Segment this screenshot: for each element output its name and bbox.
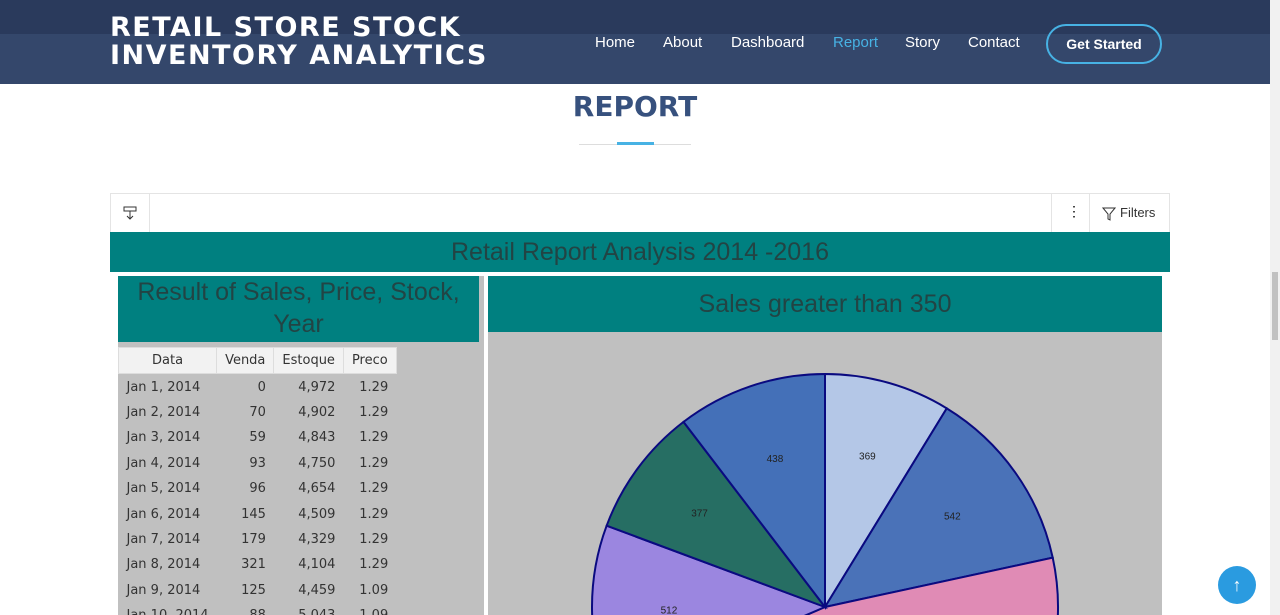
column-header: Preco <box>342 346 397 375</box>
table-cell: 0 <box>257 379 266 395</box>
table-cell: 4,972 <box>298 379 336 395</box>
column-header: Data <box>117 346 218 375</box>
report-title: Retail Report Analysis 2014 -2016 <box>110 232 1170 272</box>
table-cell: 70 <box>249 404 266 420</box>
table-wrap: Data Venda Estoque Preco Jan 1, 2014 0 4,972 1.… <box>117 346 397 615</box>
pie-slice <box>605 420 828 610</box>
table-cell: 1.29 <box>359 404 389 420</box>
table-row: Jan 7, 2014 179 4,329 1.29 <box>119 527 397 552</box>
nav-link[interactable]: Home <box>595 34 636 51</box>
divider-accent <box>617 142 654 145</box>
table-cell: Jan 1, 2014 <box>126 379 201 395</box>
table-cell: 1.09 <box>359 582 389 598</box>
pie-slice <box>803 556 1059 615</box>
pie-chart: 3695421979512377438 <box>591 372 1059 615</box>
table-cell: 145 <box>241 506 266 522</box>
table-cell: 4,902 <box>298 404 336 420</box>
nav-link[interactable]: Contact <box>968 34 1020 51</box>
table-cell: 59 <box>249 430 266 446</box>
table-cell: Jan 2, 2014 <box>126 404 201 420</box>
separator <box>1051 194 1052 232</box>
slice-label: 512 <box>661 606 678 615</box>
toolbar: ⋮ Filters <box>110 193 1170 233</box>
table-cell: Jan 8, 2014 <box>126 557 201 573</box>
slice-label: 377 <box>691 509 708 520</box>
table-cell: 1.09 <box>343 603 396 615</box>
separator <box>149 194 150 232</box>
section-title: REPORT <box>572 90 698 123</box>
report-body: Result of Sales, Price, Stock, Year Data… <box>110 272 1170 615</box>
nav-link[interactable]: Report <box>833 34 879 51</box>
table-cell: 1.29 <box>359 455 389 471</box>
slice-label: 369 <box>859 451 876 462</box>
table-cell: Jan 10, 2014 <box>119 603 217 615</box>
nav-link[interactable]: Dashboard <box>731 34 805 51</box>
table-cell: 179 <box>241 531 266 547</box>
table-cell: 88 <box>217 603 274 615</box>
column-header: Venda <box>216 346 275 375</box>
table-cell: 1.29 <box>359 506 389 522</box>
table-cell: 321 <box>241 557 266 573</box>
table-title: Result of Sales, Price, Stock, Year <box>118 276 479 342</box>
table-row: Jan 1, 2014 0 4,972 1.29 <box>119 374 397 400</box>
brand[interactable]: RETAIL STORE STOCK <box>110 12 462 43</box>
filters-button[interactable]: Filters <box>1120 205 1156 220</box>
table-row: Jan 6, 2014 145 4,509 1.29 <box>119 501 397 526</box>
table-cell: 4,843 <box>298 430 336 446</box>
table-cell: 4,329 <box>298 531 336 547</box>
table-cell: 5,043 <box>274 603 344 615</box>
toolbar-icon[interactable] <box>123 205 139 221</box>
scroll-top-button[interactable]: ↑ <box>1218 566 1256 604</box>
table-cell: 1.29 <box>359 557 389 573</box>
table-cell: 1.29 <box>359 481 389 497</box>
table-row: Jan 8, 2014 321 4,104 1.29 <box>119 552 397 577</box>
table-cell: Jan 3, 2014 <box>126 430 201 446</box>
table-cell: Jan 4, 2014 <box>126 455 201 471</box>
table-cell: 4,104 <box>298 557 336 573</box>
table-row: Jan 9, 2014 125 4,459 1.09 <box>119 578 397 603</box>
chart-title: Sales greater than 350 <box>488 276 1162 332</box>
pie-slice <box>824 372 949 611</box>
table-cell: 1.29 <box>359 531 389 547</box>
table-row: Jan 10, 2014885,0431.09 <box>119 603 397 615</box>
table-cell: Jan 5, 2014 <box>126 481 201 497</box>
table-cell: 4,654 <box>298 481 336 497</box>
slice-label: 438 <box>767 454 784 465</box>
scrollbar-thumb <box>1272 272 1278 340</box>
pie-slice <box>682 372 826 610</box>
table-cell: 125 <box>241 582 266 598</box>
table-row: Jan 5, 2014 96 4,654 1.29 <box>119 476 397 501</box>
brand[interactable]: INVENTORY ANALYTICS <box>110 40 488 71</box>
table-row: Jan 2, 2014 70 4,902 1.29 <box>119 400 397 425</box>
table-cell: 4,750 <box>298 455 336 471</box>
table-cell: 1.29 <box>359 379 389 395</box>
table-row: Jan 4, 2014 93 4,750 1.29 <box>119 451 397 476</box>
table-row: Jan 3, 2014 59 4,843 1.29 <box>119 425 397 450</box>
table-cell: Jan 7, 2014 <box>126 531 201 547</box>
nav-link[interactable]: About <box>663 34 703 51</box>
table-cell: Jan 6, 2014 <box>126 506 201 522</box>
table-cell: 96 <box>249 481 266 497</box>
nav-link[interactable]: Story <box>905 34 941 51</box>
cta-button[interactable]: Get Started <box>1046 24 1162 64</box>
table-cell: Jan 9, 2014 <box>126 582 201 598</box>
more-icon[interactable]: ⋮ <box>1067 203 1081 219</box>
filter-icon[interactable] <box>1102 207 1116 221</box>
table-cell: 4,509 <box>298 506 336 522</box>
pie-slice <box>822 406 1054 609</box>
data-table: Data Venda Estoque Preco Jan 1, 2014 0 4,972 1.… <box>117 346 397 615</box>
column-header: Estoque <box>273 346 344 375</box>
pie-slice <box>591 524 828 615</box>
slice-label: 542 <box>944 511 961 522</box>
table-cell: 93 <box>249 455 266 471</box>
table-cell: 1.29 <box>359 430 389 446</box>
separator <box>1089 194 1090 232</box>
table-cell: 4,459 <box>298 582 336 598</box>
header-row: Data Venda Estoque Preco <box>117 346 397 375</box>
